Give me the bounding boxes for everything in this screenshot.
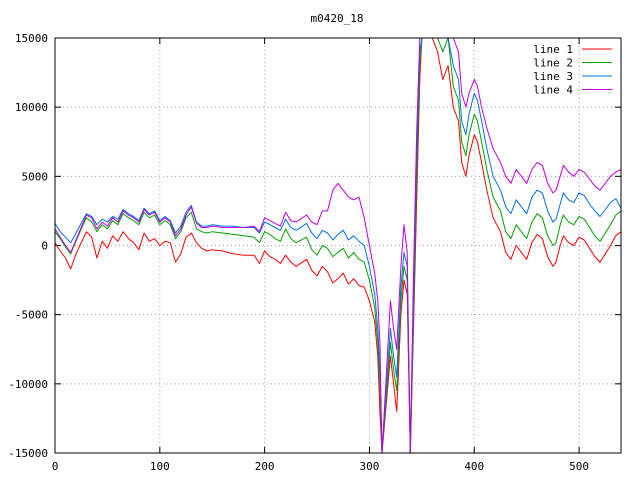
series-line-3 [55, 38, 621, 453]
legend-label: line 1 [533, 43, 573, 56]
x-tick-label: 200 [255, 460, 275, 473]
series-line-2 [55, 38, 621, 453]
series-line-1 [55, 38, 621, 453]
legend-label: line 3 [533, 70, 573, 83]
legend-label: line 4 [533, 84, 573, 97]
x-tick-label: 100 [150, 460, 170, 473]
x-tick-label: 500 [569, 460, 589, 473]
y-tick-label: 0 [41, 240, 48, 253]
plot-frame [54, 37, 622, 454]
y-tick-label: 10000 [15, 101, 48, 114]
y-axis: -15000 -10000 -5000 0 5000 10000 15000 [8, 32, 621, 460]
y-tick-label: -15000 [8, 447, 48, 460]
chart-title: m0420_18 [311, 12, 364, 25]
x-axis: 0 100 200 300 400 500 [52, 38, 589, 473]
x-tick-label: 400 [464, 460, 484, 473]
y-tick-label: -5000 [15, 309, 48, 322]
x-tick-label: 0 [52, 460, 59, 473]
y-tick-label: -10000 [8, 378, 48, 391]
series-line-4 [55, 38, 621, 453]
legend-label: line 2 [533, 57, 573, 70]
y-tick-label: 5000 [22, 170, 49, 183]
x-tick-label: 300 [360, 460, 380, 473]
y-tick-label: 15000 [15, 32, 48, 45]
series-lines [55, 38, 621, 453]
